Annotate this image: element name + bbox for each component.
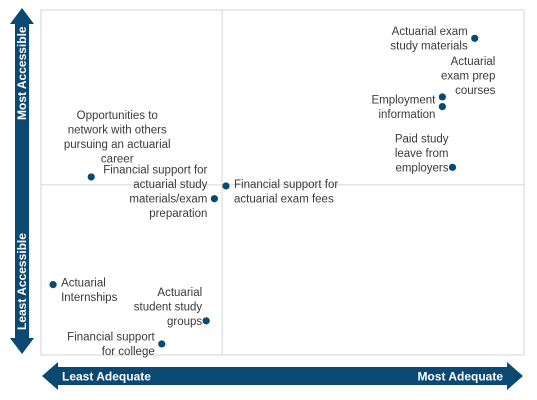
data-point-8 — [49, 281, 57, 289]
data-point-label-9: Actuarial student study groups — [134, 287, 203, 328]
points-group: Actuarial exam study materials Actuarial ex… — [49, 26, 496, 359]
data-point-label-2: Actuarial exam prep courses — [441, 56, 496, 97]
data-point-1 — [471, 34, 479, 42]
data-point-label-1: Actuarial exam study materials — [390, 26, 468, 53]
data-point-5 — [87, 173, 95, 181]
data-point-4 — [448, 163, 457, 171]
data-point-label-7: Financial support for actuarial study mate… — [103, 165, 207, 221]
data-point-6 — [222, 182, 230, 190]
data-point-label-5: Opportunities to network with others pursu… — [64, 110, 171, 166]
x-axis-high-label: Most Adequate — [417, 370, 503, 384]
data-point-10 — [158, 340, 166, 348]
data-point-label-6: Financial support for actuarial exam fees — [234, 179, 338, 206]
y-axis-arrow — [10, 8, 34, 354]
x-axis-low-label: Least Adequate — [62, 370, 151, 384]
data-point-label-4: Paid study leave from employers — [395, 133, 449, 174]
y-axis-low-label: Least Accessible — [15, 233, 29, 330]
data-point-7 — [210, 195, 218, 203]
x-axis-arrow — [42, 362, 523, 390]
data-point-label-3: Employment information — [371, 94, 436, 121]
data-point-2 — [438, 93, 446, 101]
y-axis-high-label: Most Accessible — [15, 26, 29, 120]
data-point-label-8: Actuarial Internships — [61, 278, 118, 305]
data-point-3 — [438, 103, 446, 111]
plot-frame — [40, 9, 525, 356]
data-point-9 — [202, 317, 210, 325]
data-point-label-10: Financial support for college — [67, 332, 155, 359]
